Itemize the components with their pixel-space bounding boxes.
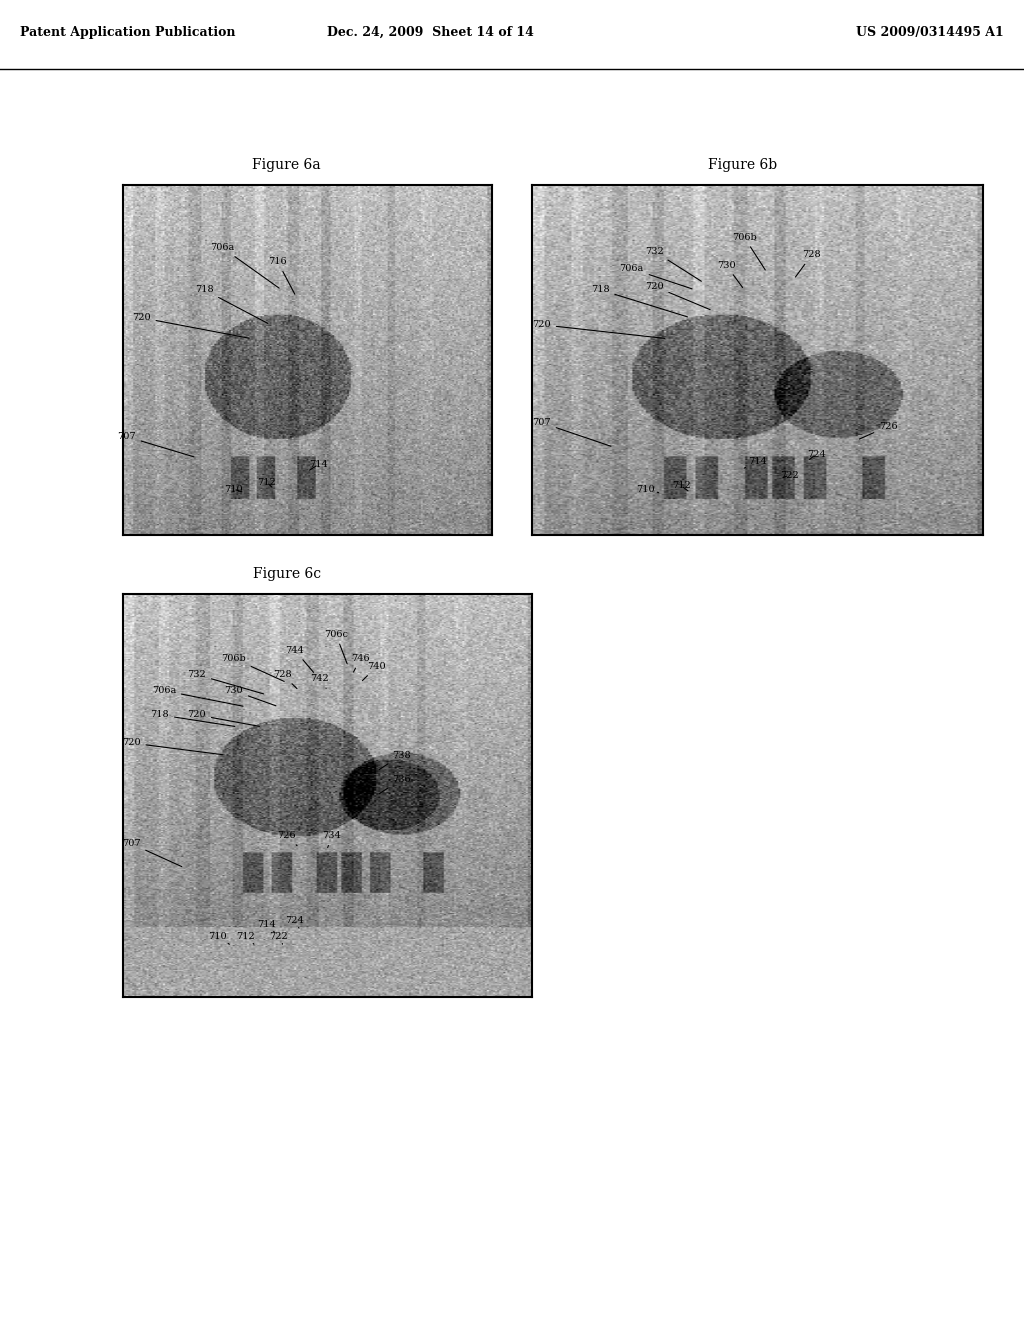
Text: 706c: 706c bbox=[324, 630, 348, 664]
Text: 728: 728 bbox=[796, 251, 821, 277]
Text: 714: 714 bbox=[744, 457, 767, 469]
Text: 720: 720 bbox=[122, 738, 222, 755]
Text: 716: 716 bbox=[268, 257, 295, 294]
Text: Figure 6b: Figure 6b bbox=[708, 158, 777, 172]
Text: 720: 720 bbox=[532, 321, 665, 338]
Text: 718: 718 bbox=[195, 285, 268, 323]
Text: 740: 740 bbox=[362, 661, 386, 681]
Text: 714: 714 bbox=[309, 461, 328, 470]
Text: 720: 720 bbox=[645, 281, 710, 310]
Text: 712: 712 bbox=[237, 932, 255, 944]
Text: 722: 722 bbox=[780, 471, 799, 479]
Text: 746: 746 bbox=[351, 653, 370, 672]
Text: Figure 6a: Figure 6a bbox=[252, 158, 322, 172]
Text: 718: 718 bbox=[591, 285, 687, 317]
Text: 744: 744 bbox=[286, 645, 313, 672]
Text: 712: 712 bbox=[672, 480, 690, 491]
Text: 742: 742 bbox=[310, 675, 329, 688]
Text: 726: 726 bbox=[278, 832, 297, 846]
Text: 707: 707 bbox=[118, 432, 194, 457]
Text: 706a: 706a bbox=[620, 264, 692, 289]
Text: 706b: 706b bbox=[221, 653, 285, 681]
Text: 724: 724 bbox=[807, 450, 825, 459]
Text: 732: 732 bbox=[187, 671, 263, 694]
Text: 730: 730 bbox=[224, 686, 275, 706]
Text: 726: 726 bbox=[859, 421, 898, 440]
Text: 728: 728 bbox=[273, 671, 297, 689]
Text: Patent Application Publication: Patent Application Publication bbox=[20, 26, 236, 40]
Text: 738: 738 bbox=[379, 751, 411, 770]
Text: 730: 730 bbox=[717, 261, 742, 288]
Text: 710: 710 bbox=[208, 932, 229, 944]
Text: 734: 734 bbox=[323, 832, 341, 847]
Text: 720: 720 bbox=[132, 313, 249, 338]
Text: 720: 720 bbox=[187, 710, 259, 726]
Text: 706a: 706a bbox=[210, 243, 280, 288]
Text: Dec. 24, 2009  Sheet 14 of 14: Dec. 24, 2009 Sheet 14 of 14 bbox=[327, 26, 534, 40]
Text: 710: 710 bbox=[636, 484, 658, 494]
Text: 707: 707 bbox=[532, 418, 611, 446]
Text: 706b: 706b bbox=[732, 232, 765, 269]
Text: 714: 714 bbox=[257, 920, 275, 932]
Text: 707: 707 bbox=[122, 840, 182, 867]
Text: 710: 710 bbox=[224, 484, 243, 494]
Text: US 2009/0314495 A1: US 2009/0314495 A1 bbox=[856, 26, 1004, 40]
Text: 712: 712 bbox=[257, 478, 276, 487]
Text: 724: 724 bbox=[286, 916, 304, 928]
Text: 736: 736 bbox=[379, 775, 411, 793]
Text: Figure 6c: Figure 6c bbox=[253, 568, 321, 581]
Text: 718: 718 bbox=[151, 710, 234, 726]
Text: 706a: 706a bbox=[152, 686, 243, 706]
Text: 732: 732 bbox=[645, 247, 701, 281]
Text: 722: 722 bbox=[269, 932, 288, 944]
